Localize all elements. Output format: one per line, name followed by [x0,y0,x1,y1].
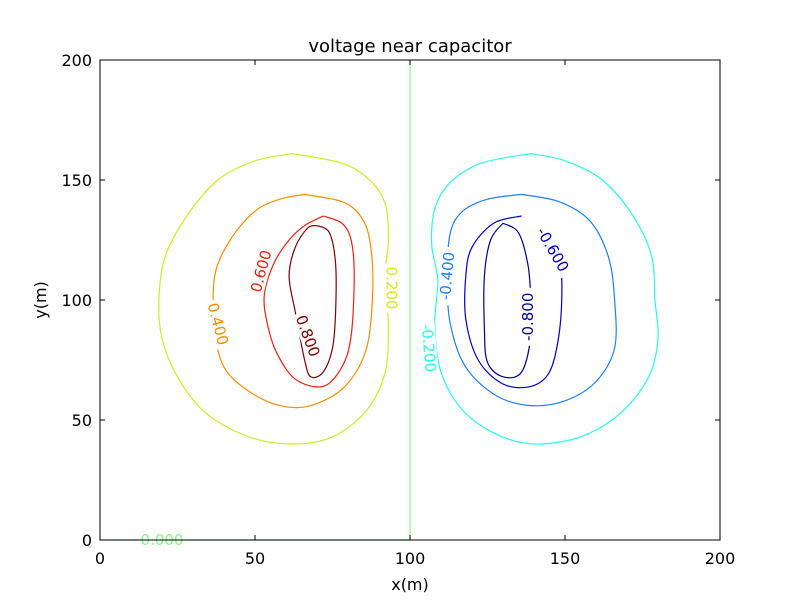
y-tick-label: 0 [82,531,92,550]
y-tick-label: 100 [61,291,92,310]
contour-label-bg [519,287,536,346]
contour-line-0_400 [212,193,374,409]
contour-label: -0.400 [436,251,458,301]
contour-label: -0.200 [418,323,440,373]
contour-lines [100,60,659,541]
x-tick-label: 50 [245,549,265,568]
y-axis-ticks: 0 50 100 150 200 [61,51,720,550]
contour-label-bg [531,220,575,279]
x-axis-label: x(m) [391,575,429,594]
contour-label-bg [436,246,458,306]
contour-line-0_800 [288,224,337,379]
contour-line-0_200 [158,153,389,445]
x-tick-label: 150 [550,549,581,568]
contour-line--0_800 [483,222,533,379]
contour-line--0_400 [446,193,617,407]
contour-line-0_600 [263,215,355,388]
x-tick-label: 100 [395,549,426,568]
contour-label-bg [418,318,440,378]
contour-labels: 0.8000.6000.4000.200-0.800-0.600-0.400-0… [137,220,575,549]
x-tick-label: 200 [705,549,736,568]
contour-label: -0.800 [519,293,537,341]
x-tick-label: 0 [95,549,105,568]
contour-label-bg [383,263,400,313]
contour-line--0_200 [430,153,659,445]
contour-label: 0.800 [292,313,324,360]
y-tick-label: 50 [72,411,92,430]
y-tick-label: 200 [61,51,92,70]
contour-label-bg [247,245,276,297]
contour-label-bg [203,298,232,350]
contour-line--0_600 [464,215,563,389]
contour-label: 0.200 [382,267,400,310]
contour-label: -0.600 [533,224,573,275]
y-tick-label: 150 [61,171,92,190]
y-axis-label: y(m) [31,281,50,319]
contour-label: 0.400 [204,301,233,347]
contour-label-bg [291,310,324,362]
chart-title: voltage near capacitor [308,36,512,57]
x-axis-ticks: 0 50 100 150 200 [95,60,735,568]
